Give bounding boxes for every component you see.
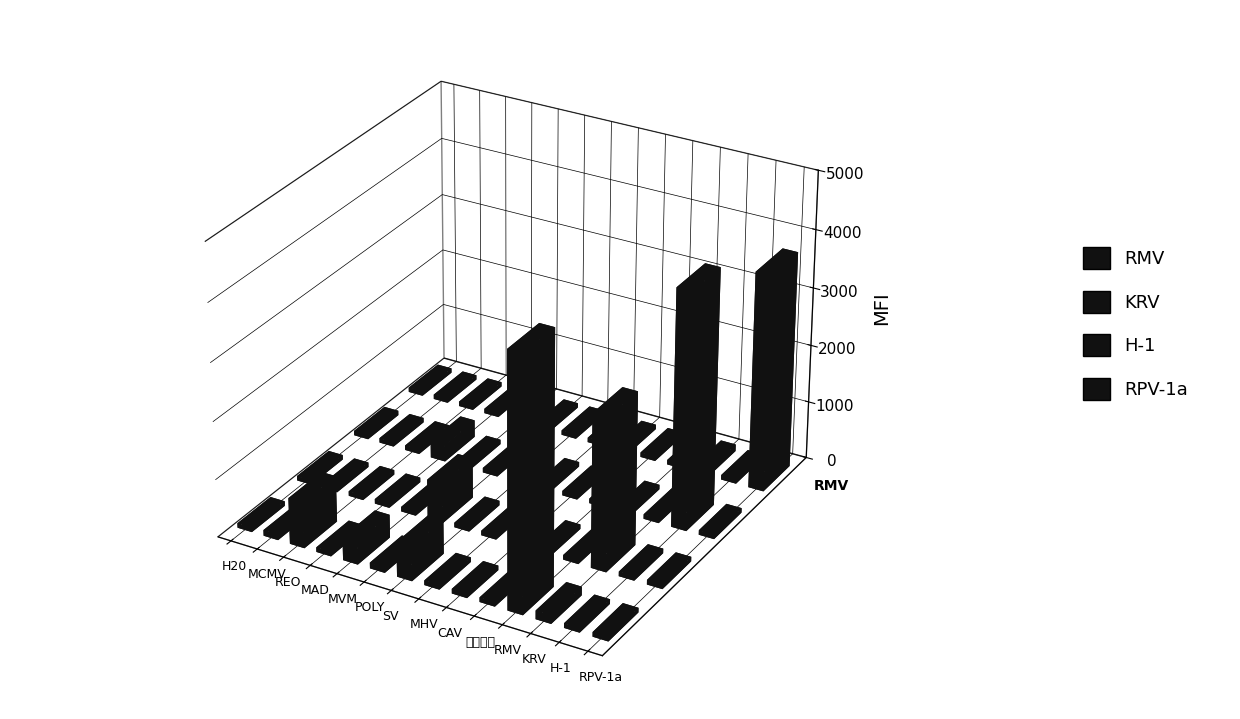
Legend: RMV, KRV, H-1, RPV-1a: RMV, KRV, H-1, RPV-1a bbox=[1065, 229, 1207, 418]
